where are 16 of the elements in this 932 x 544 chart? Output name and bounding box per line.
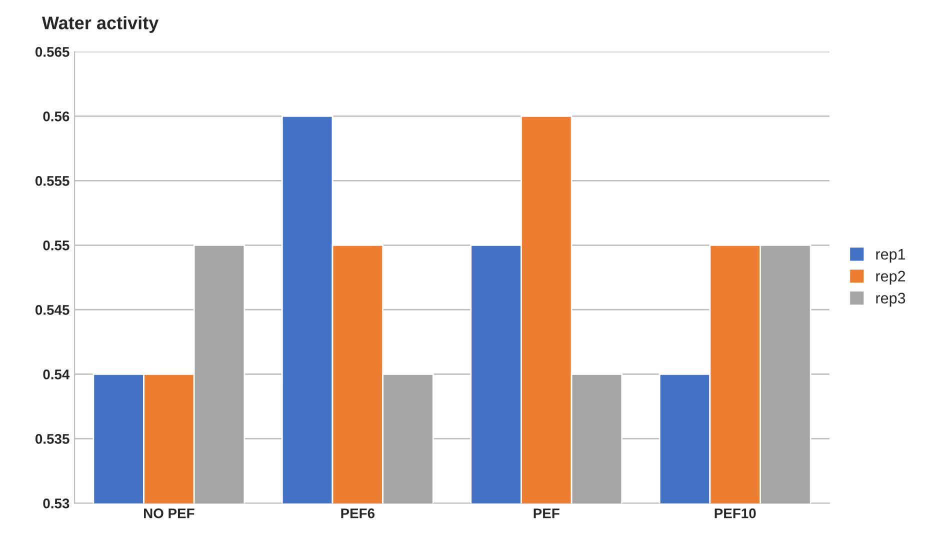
y-tick-label: 0.565 bbox=[35, 47, 70, 57]
x-tick-label: PEF bbox=[534, 508, 560, 518]
y-tick-label: 0.56 bbox=[43, 112, 70, 122]
chart-title: Water activity bbox=[42, 16, 159, 33]
x-tick-label: NO PEF bbox=[144, 508, 194, 518]
y-tick-label: 0.54 bbox=[43, 370, 70, 380]
legend-label: rep2 bbox=[876, 270, 906, 285]
legend-label: rep1 bbox=[876, 248, 906, 263]
x-tick-label: PEF6 bbox=[341, 508, 375, 518]
y-tick-label: 0.55 bbox=[43, 240, 70, 250]
y-tick-label: 0.545 bbox=[35, 305, 70, 315]
y-tick-label: 0.53 bbox=[43, 498, 70, 508]
y-tick-label: 0.555 bbox=[35, 176, 70, 186]
x-tick-label: PEF10 bbox=[714, 508, 756, 518]
y-tick-label: 0.535 bbox=[35, 434, 70, 444]
legend-label: rep3 bbox=[876, 292, 906, 307]
